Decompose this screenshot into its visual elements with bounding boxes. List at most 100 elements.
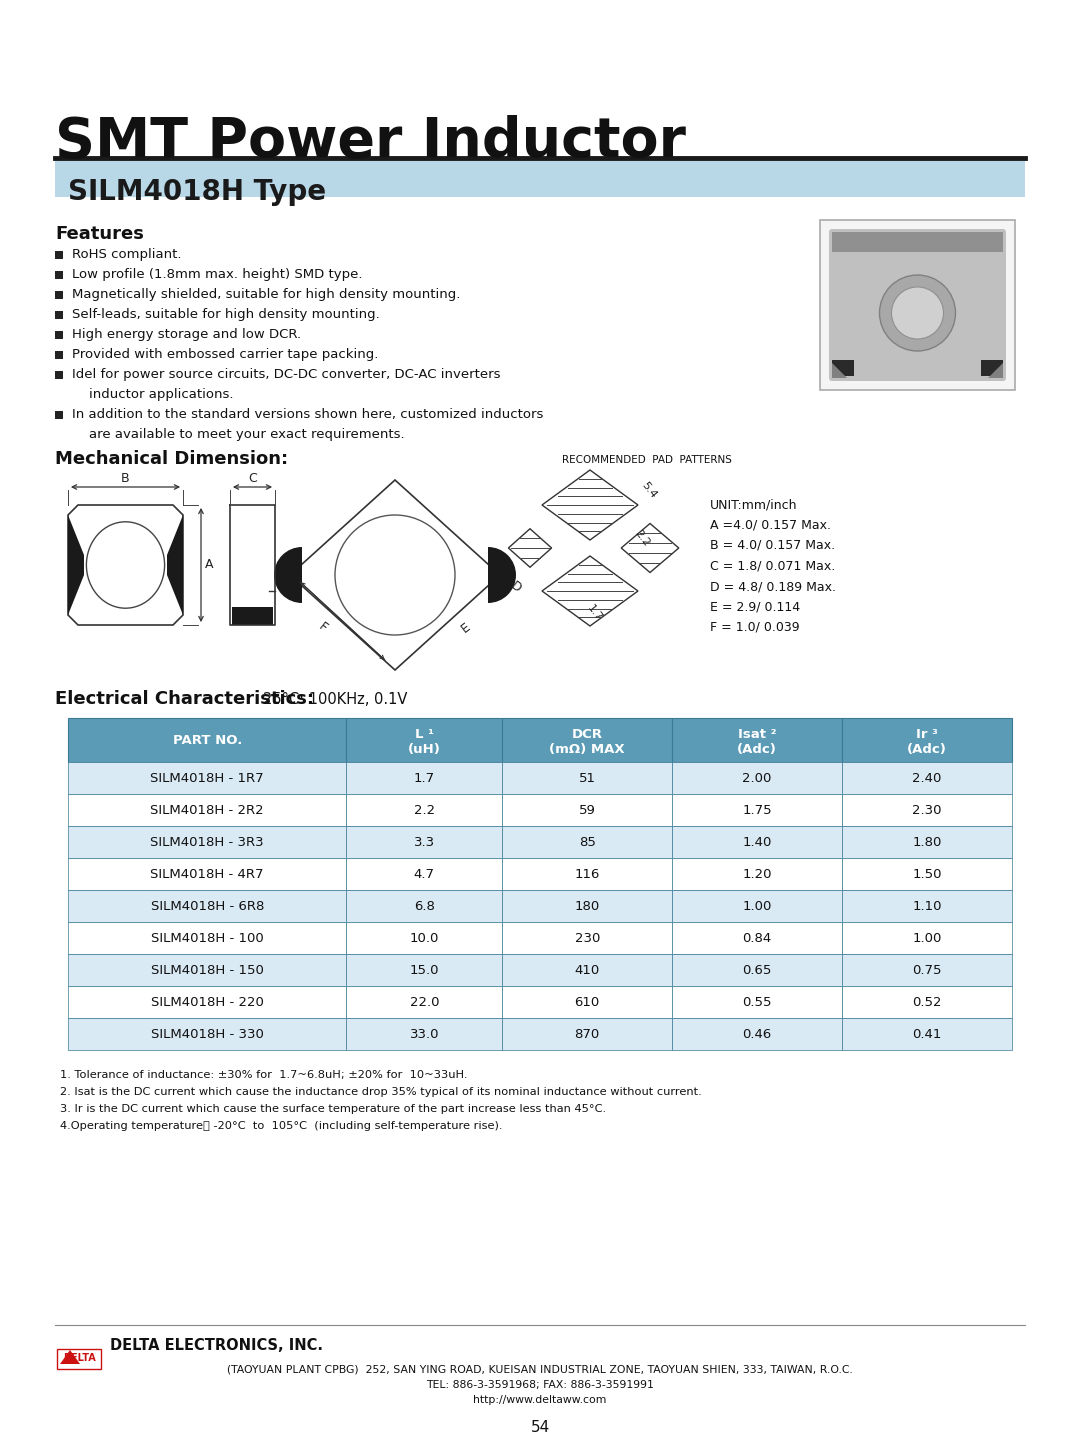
Text: 3.3: 3.3: [414, 835, 435, 848]
Bar: [502, 1018, 672, 1050]
Text: 4.7: 4.7: [414, 867, 435, 880]
Text: RECOMMENDED  PAD  PATTERNS: RECOMMENDED PAD PATTERNS: [562, 454, 732, 464]
Text: A: A: [205, 558, 214, 571]
Text: Mechanical Dimension:: Mechanical Dimension:: [55, 450, 288, 467]
Text: 0.46: 0.46: [742, 1028, 772, 1041]
Bar: [832, 360, 854, 375]
Text: 1. Tolerance of inductance: ±30% for  1.7~6.8uH; ±20% for  10~33uH.: 1. Tolerance of inductance: ±30% for 1.7…: [60, 1070, 468, 1080]
Text: SILM4018H - 1R7: SILM4018H - 1R7: [150, 772, 264, 785]
Text: 0.65: 0.65: [742, 963, 772, 976]
Text: DELTA: DELTA: [63, 1353, 95, 1363]
Text: 2.00: 2.00: [742, 772, 772, 785]
Text: 0.41: 0.41: [913, 1028, 942, 1041]
Text: L ¹: L ¹: [415, 728, 434, 741]
Bar: [672, 825, 842, 858]
Text: 1.50: 1.50: [913, 867, 942, 880]
Text: 870: 870: [575, 1028, 599, 1041]
Bar: [68, 825, 347, 858]
Bar: [842, 718, 1012, 762]
Polygon shape: [167, 515, 183, 615]
Text: Magnetically shielded, suitable for high density mounting.: Magnetically shielded, suitable for high…: [72, 288, 460, 301]
Bar: [832, 232, 1003, 252]
Bar: [55, 270, 63, 279]
Text: SILM4018H - 100: SILM4018H - 100: [151, 932, 264, 945]
Text: 2.40: 2.40: [913, 772, 942, 785]
Text: 2.2: 2.2: [633, 528, 652, 548]
Bar: [502, 794, 672, 825]
Bar: [55, 160, 1025, 197]
Text: E: E: [458, 620, 473, 636]
Text: F: F: [315, 620, 329, 634]
Text: TEL: 886-3-3591968; FAX: 886-3-3591991: TEL: 886-3-3591968; FAX: 886-3-3591991: [427, 1380, 653, 1391]
Bar: [820, 220, 1015, 390]
Text: 1.7: 1.7: [585, 603, 604, 623]
Wedge shape: [274, 546, 302, 603]
Bar: [68, 922, 347, 953]
Circle shape: [879, 275, 956, 351]
Text: 180: 180: [575, 900, 599, 913]
Text: SILM4018H Type: SILM4018H Type: [68, 178, 326, 206]
Text: 1.10: 1.10: [913, 900, 942, 913]
Bar: [672, 953, 842, 986]
Text: 1.80: 1.80: [913, 835, 942, 848]
Polygon shape: [832, 362, 847, 378]
Text: RoHS compliant.: RoHS compliant.: [72, 247, 181, 262]
Bar: [232, 607, 273, 626]
Bar: [502, 922, 672, 953]
Bar: [68, 858, 347, 890]
Text: 5.4: 5.4: [640, 480, 659, 500]
Bar: [55, 371, 63, 380]
Text: 610: 610: [575, 995, 599, 1008]
Bar: [68, 718, 347, 762]
Text: SILM4018H - 220: SILM4018H - 220: [151, 995, 264, 1008]
Bar: [55, 411, 63, 418]
Text: 6.8: 6.8: [414, 900, 435, 913]
Bar: [68, 794, 347, 825]
Text: 54: 54: [530, 1419, 550, 1435]
Bar: [842, 922, 1012, 953]
Text: 0.55: 0.55: [742, 995, 772, 1008]
Text: SILM4018H - 150: SILM4018H - 150: [151, 963, 264, 976]
Text: 15.0: 15.0: [409, 963, 440, 976]
Text: 3. Ir is the DC current which cause the surface temperature of the part increase: 3. Ir is the DC current which cause the …: [60, 1104, 606, 1114]
Text: 2.30: 2.30: [913, 804, 942, 817]
Text: Provided with embossed carrier tape packing.: Provided with embossed carrier tape pack…: [72, 348, 378, 361]
Text: (TAOYUAN PLANT CPBG)  252, SAN YING ROAD, KUEISAN INDUSTRIAL ZONE, TAOYUAN SHIEN: (TAOYUAN PLANT CPBG) 252, SAN YING ROAD,…: [227, 1365, 853, 1373]
Bar: [347, 922, 502, 953]
Bar: [672, 762, 842, 794]
Bar: [502, 890, 672, 922]
Text: B: B: [121, 472, 130, 485]
Text: SILM4018H - 4R7: SILM4018H - 4R7: [150, 867, 264, 880]
Bar: [347, 986, 502, 1018]
Bar: [502, 986, 672, 1018]
Text: SILM4018H - 2R2: SILM4018H - 2R2: [150, 804, 264, 817]
Text: 0.52: 0.52: [913, 995, 942, 1008]
Bar: [502, 762, 672, 794]
Text: DCR: DCR: [571, 728, 603, 741]
Text: 4.Operating temperature： -20°C  to  105°C  (including self-temperature rise).: 4.Operating temperature： -20°C to 105°C …: [60, 1122, 502, 1132]
Text: 116: 116: [575, 867, 599, 880]
Bar: [842, 986, 1012, 1018]
Bar: [842, 953, 1012, 986]
Text: D: D: [508, 580, 524, 595]
Text: Ir ³: Ir ³: [916, 728, 937, 741]
Text: 10.0: 10.0: [409, 932, 440, 945]
Bar: [347, 858, 502, 890]
Bar: [55, 290, 63, 299]
Bar: [842, 825, 1012, 858]
Bar: [68, 953, 347, 986]
Text: 1.20: 1.20: [742, 867, 772, 880]
Text: 0.75: 0.75: [913, 963, 942, 976]
Text: 230: 230: [575, 932, 599, 945]
Text: Features: Features: [55, 224, 144, 243]
Text: 33.0: 33.0: [409, 1028, 440, 1041]
Text: 51: 51: [579, 772, 596, 785]
Text: 1.40: 1.40: [742, 835, 772, 848]
Text: SILM4018H - 3R3: SILM4018H - 3R3: [150, 835, 264, 848]
Bar: [672, 718, 842, 762]
Bar: [842, 1018, 1012, 1050]
Bar: [672, 890, 842, 922]
Bar: [68, 986, 347, 1018]
Text: Isat ²: Isat ²: [738, 728, 777, 741]
Text: DELTA ELECTRONICS, INC.: DELTA ELECTRONICS, INC.: [110, 1337, 323, 1353]
